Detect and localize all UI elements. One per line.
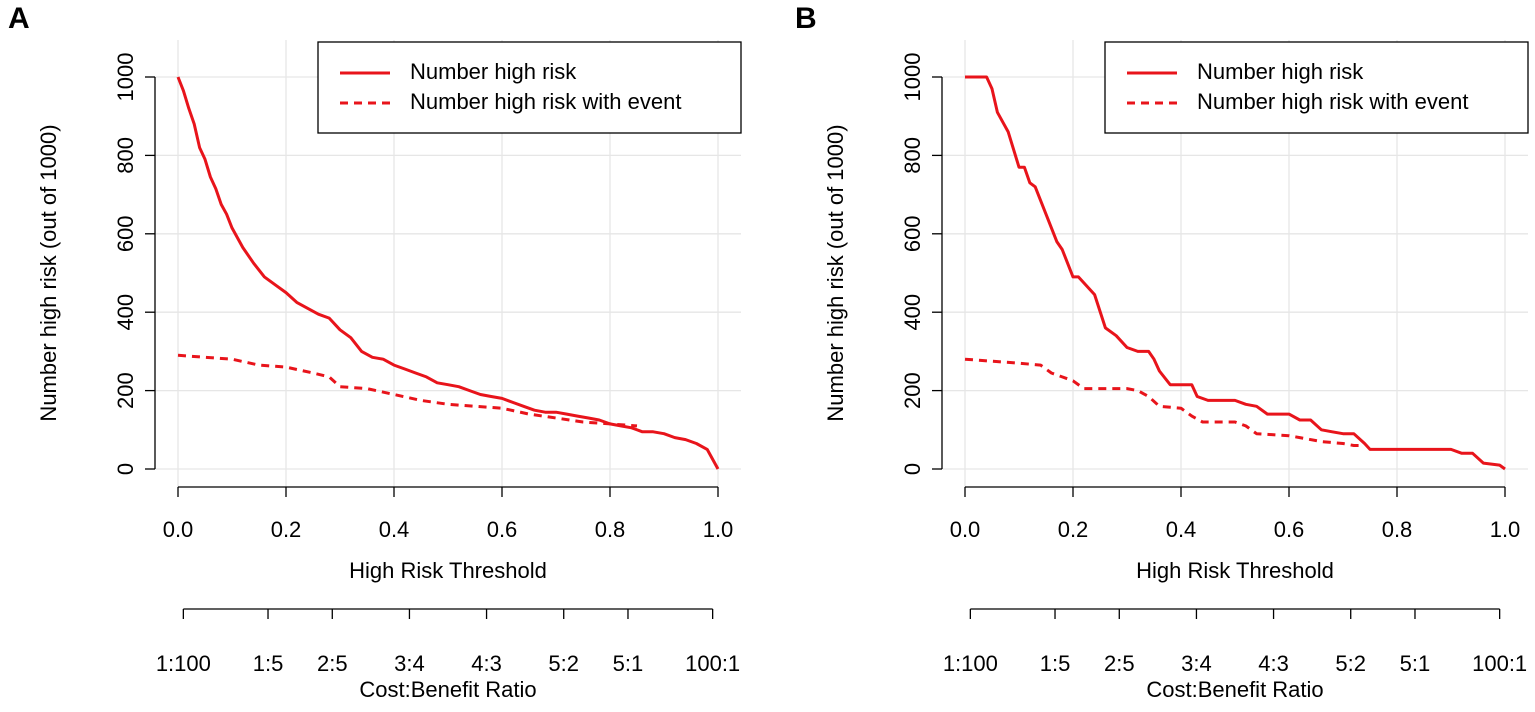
x2-axis-title: Cost:Benefit Ratio: [1146, 677, 1323, 702]
y-tick-label: 0: [900, 463, 925, 475]
legend-label: Number high risk: [410, 59, 577, 84]
legend-label: Number high risk with event: [410, 89, 681, 114]
y-tick-label: 800: [900, 137, 925, 174]
legend-box: [317, 41, 742, 134]
legend-box: [1104, 41, 1529, 134]
x2-tick-label: 1:100: [943, 651, 998, 676]
y-tick-label: 200: [113, 372, 138, 409]
x-tick-label: 1.0: [1490, 517, 1521, 542]
y-tick-label: 400: [900, 294, 925, 331]
series-line: [176, 76, 720, 470]
x-tick-label: 0.4: [1166, 517, 1197, 542]
y-tick-label: 800: [113, 137, 138, 174]
x-tick-label: 1.0: [703, 517, 734, 542]
y-tick-label: 200: [900, 372, 925, 409]
x-tick-label: 0.2: [271, 517, 302, 542]
legend-label: Number high risk with event: [1197, 89, 1468, 114]
x2-tick-label: 2:5: [317, 651, 348, 676]
panel-label: A: [8, 2, 30, 35]
x-axis-title: High Risk Threshold: [1136, 558, 1334, 583]
x-tick-label: 0.2: [1058, 517, 1089, 542]
series-line: [965, 75, 1506, 471]
y-tick-label: 0: [113, 463, 138, 475]
x2-tick-label: 5:1: [1400, 651, 1431, 676]
x2-tick-label: 5:1: [613, 651, 644, 676]
x-tick-label: 0.0: [950, 517, 981, 542]
x2-axis-title: Cost:Benefit Ratio: [359, 677, 536, 702]
y-tick-label: 1000: [113, 53, 138, 102]
x2-tick-label: 3:4: [1181, 651, 1212, 676]
x2-tick-label: 1:100: [156, 651, 211, 676]
y-axis-title: Number high risk (out of 1000): [823, 124, 848, 421]
y-axis-title: Number high risk (out of 1000): [36, 124, 61, 421]
x2-tick-label: 5:2: [548, 651, 579, 676]
x-tick-label: 0.8: [595, 517, 626, 542]
x2-tick-label: 5:2: [1335, 651, 1366, 676]
x-tick-label: 0.0: [163, 517, 194, 542]
x2-tick-label: 100:1: [1472, 651, 1527, 676]
x-tick-label: 0.6: [1274, 517, 1305, 542]
y-tick-label: 1000: [900, 53, 925, 102]
x2-tick-label: 4:3: [1258, 651, 1289, 676]
x2-tick-label: 100:1: [685, 651, 740, 676]
x2-tick-label: 3:4: [394, 651, 425, 676]
legend-label: Number high risk: [1197, 59, 1364, 84]
series-line: [964, 357, 1360, 447]
y-tick-label: 600: [113, 215, 138, 252]
y-tick-label: 600: [900, 215, 925, 252]
x-tick-label: 0.8: [1382, 517, 1413, 542]
x-axis-title: High Risk Threshold: [349, 558, 547, 583]
x2-tick-label: 2:5: [1104, 651, 1135, 676]
panel-label: B: [795, 2, 817, 35]
x2-tick-label: 1:5: [253, 651, 284, 676]
y-tick-label: 400: [113, 294, 138, 331]
x-tick-label: 0.6: [487, 517, 518, 542]
x2-tick-label: 1:5: [1040, 651, 1071, 676]
x-tick-label: 0.4: [379, 517, 410, 542]
x2-tick-label: 4:3: [471, 651, 502, 676]
